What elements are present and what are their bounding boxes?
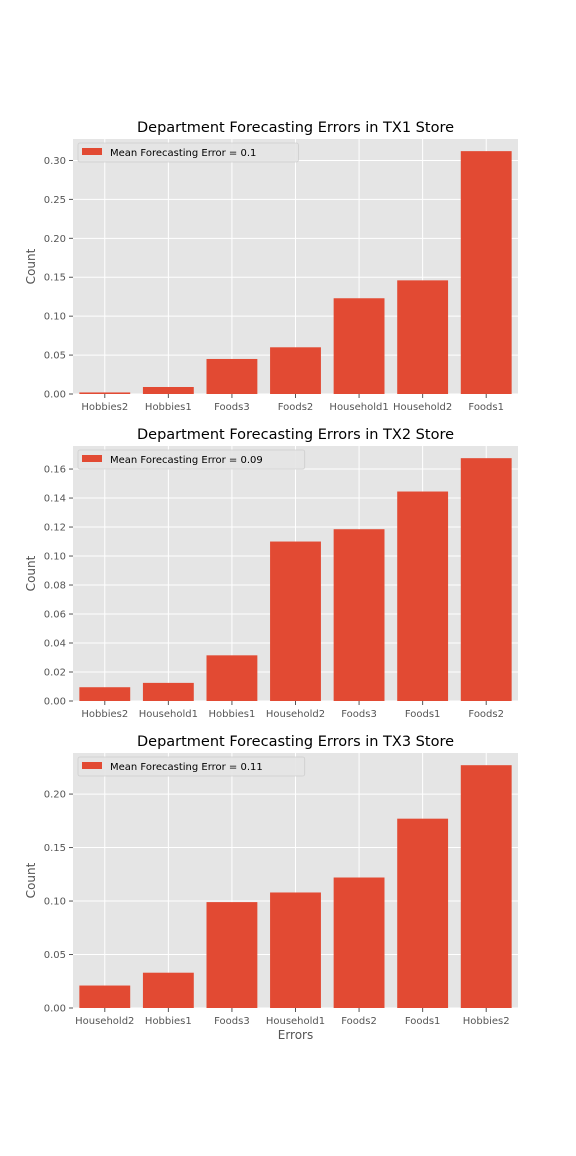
bar-hobbies1	[142, 972, 194, 1008]
y-tick-label: 0.15	[44, 843, 66, 854]
bar-household1	[333, 298, 385, 394]
y-tick-label: 0.04	[44, 639, 66, 650]
bar-hobbies2	[460, 765, 512, 1008]
y-tick-label: 0.15	[44, 273, 66, 284]
legend: Mean Forecasting Error = 0.11	[77, 756, 306, 777]
bar-foods1	[397, 818, 449, 1008]
y-tick-label: 0.20	[44, 234, 66, 245]
y-tick-label: 0.00	[44, 390, 66, 401]
x-tick-label: Hobbies2	[81, 402, 128, 413]
x-tick-label: Household2	[266, 709, 325, 720]
y-tick-label: 0.14	[44, 494, 66, 505]
y-tick-label: 0.05	[44, 950, 66, 961]
chart-2: 0.00 0.02 0.04 0.06 0.08 0.10 0.12 0.14 0.16 Hobb…	[24, 427, 518, 720]
chart-1: 0.00 0.05 0.10 0.15 0.20 0.25 0.30 Hobbies2 Hobb…	[24, 120, 518, 413]
x-tick-label: Household2	[75, 1016, 134, 1027]
legend-box	[77, 756, 306, 777]
x-tick-label: Hobbies1	[145, 402, 192, 413]
y-tick-label: 0.12	[44, 523, 66, 534]
x-tick-label: Foods1	[405, 1016, 441, 1027]
x-axis-label: Errors	[278, 1028, 314, 1042]
chart-title: Department Forecasting Errors in TX3 Sto…	[137, 734, 454, 750]
x-tick-label: Foods3	[214, 402, 250, 413]
y-tick-label: 0.30	[44, 156, 66, 167]
bar-foods2	[270, 347, 321, 394]
x-tick-label: Hobbies1	[209, 709, 256, 720]
chart-title: Department Forecasting Errors in TX1 Sto…	[137, 120, 454, 136]
legend-swatch	[82, 455, 102, 462]
y-tick-label: 0.10	[44, 552, 66, 563]
bar-hobbies2	[79, 687, 131, 701]
legend-label: Mean Forecasting Error = 0.09	[110, 455, 263, 466]
y-tick-label: 0.08	[44, 581, 66, 592]
bar-household2	[397, 280, 449, 394]
x-tick-label: Household2	[393, 402, 452, 413]
chart-3: 0.00 0.05 0.10 0.15 0.20 Household2 Hobbies1 Fo…	[24, 734, 518, 1042]
y-tick-label: 0.05	[44, 351, 66, 362]
bar-hobbies1	[142, 386, 194, 394]
legend-box	[77, 449, 306, 470]
x-tick-label: Foods2	[468, 709, 504, 720]
bar-foods2	[333, 877, 385, 1008]
legend-swatch	[82, 148, 102, 155]
x-tick-label: Hobbies2	[81, 709, 128, 720]
x-tick-label: Foods2	[278, 402, 314, 413]
bar-hobbies2	[79, 392, 131, 394]
y-tick-label: 0.25	[44, 195, 66, 206]
legend-label: Mean Forecasting Error = 0.1	[110, 148, 256, 159]
bar-household1	[142, 682, 194, 701]
x-tick-label: Foods1	[468, 402, 504, 413]
x-tick-label: Hobbies1	[145, 1016, 192, 1027]
y-tick-label: 0.16	[44, 465, 66, 476]
x-tick-label: Foods3	[341, 709, 377, 720]
chart-title: Department Forecasting Errors in TX2 Sto…	[137, 427, 454, 443]
y-tick-label: 0.10	[44, 897, 66, 908]
bar-hobbies1	[206, 655, 258, 701]
y-tick-label: 0.06	[44, 610, 66, 621]
legend: Mean Forecasting Error = 0.1	[77, 142, 299, 163]
x-tick-label: Household1	[139, 709, 198, 720]
y-tick-label: 0.20	[44, 790, 66, 801]
bar-foods1	[397, 491, 449, 701]
bar-foods1	[460, 151, 512, 394]
bar-household2	[79, 985, 131, 1008]
y-axis-label: Count	[24, 248, 38, 284]
bar-foods2	[460, 458, 512, 701]
x-tick-label: Household1	[329, 402, 388, 413]
y-tick-label: 0.00	[44, 697, 66, 708]
y-axis-label: Count	[24, 555, 38, 591]
x-tick-label: Foods3	[214, 1016, 250, 1027]
bar-foods3	[206, 358, 258, 394]
x-tick-label: Household1	[266, 1016, 325, 1027]
x-tick-label: Hobbies2	[463, 1016, 510, 1027]
x-tick-label: Foods2	[341, 1016, 377, 1027]
legend: Mean Forecasting Error = 0.09	[77, 449, 306, 470]
legend-swatch	[82, 762, 102, 769]
bar-household1	[270, 892, 321, 1008]
y-tick-label: 0.02	[44, 668, 66, 679]
bar-household2	[270, 541, 321, 701]
y-axis-label: Count	[24, 862, 38, 898]
bar-foods3	[206, 902, 258, 1008]
legend-box	[77, 142, 299, 163]
legend-label: Mean Forecasting Error = 0.11	[110, 762, 263, 773]
y-tick-label: 0.00	[44, 1004, 66, 1015]
bar-foods3	[333, 529, 385, 701]
y-tick-label: 0.10	[44, 312, 66, 323]
x-tick-label: Foods1	[405, 709, 441, 720]
